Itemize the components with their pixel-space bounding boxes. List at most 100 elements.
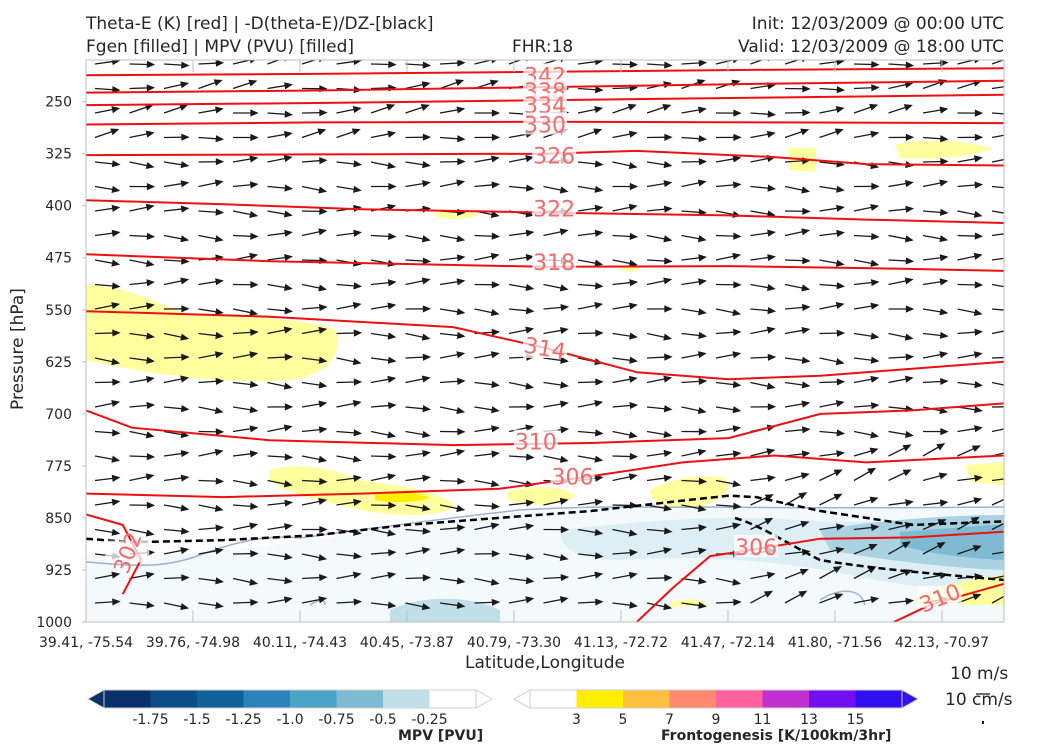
wind-arrow-head <box>112 598 121 606</box>
wind-arrow-head <box>663 277 673 285</box>
wind-arrow-head <box>214 547 224 555</box>
wind-arrow-head <box>525 229 535 237</box>
wind-arrow-head <box>1009 449 1016 454</box>
wind-arrow-head <box>733 133 742 141</box>
wind-arrow-head <box>353 598 363 606</box>
wind-arrow-head <box>664 133 673 141</box>
wind-arrow-head <box>353 498 362 506</box>
wind-arrow-head <box>733 502 742 510</box>
wind-arrow-head <box>422 353 432 361</box>
wind-arrow-head <box>319 207 328 215</box>
wind-arrow-head <box>1007 519 1014 524</box>
wind-arrow-head <box>421 333 431 341</box>
wind-arrow-head <box>180 161 190 169</box>
wind-arrow-head <box>180 375 190 383</box>
wind-arrow-head <box>766 130 776 138</box>
wind-arrow-head <box>732 522 742 530</box>
wind-arrow-head <box>387 302 397 310</box>
wind-arrow-head <box>491 232 501 240</box>
wind-arrow-head <box>525 283 535 291</box>
wind-arrow-head <box>388 182 397 191</box>
wind-arrow-head <box>697 235 707 243</box>
wind-arrow-head <box>457 477 466 485</box>
wind-arrow-head <box>213 79 223 87</box>
wind-arrow-head <box>215 208 225 216</box>
mpv-fill-surface <box>390 598 500 622</box>
wind-arrow-head <box>560 303 570 312</box>
wind-arrow-head <box>629 279 639 287</box>
wind-arrow-head <box>1009 384 1015 389</box>
theta-e-contour <box>86 402 1004 447</box>
wind-arrow-head <box>214 504 224 512</box>
fgen-fill-2 <box>508 487 575 505</box>
wind-arrow-head <box>318 455 328 463</box>
wind-arrow-head <box>594 528 604 536</box>
wind-arrow <box>991 522 1004 531</box>
wind-arrow-head <box>146 356 155 364</box>
mpv-colorbar-segment <box>383 690 430 708</box>
wind-arrow-head <box>974 328 984 336</box>
wind-arrow-head <box>456 524 466 532</box>
wind-arrow-head <box>836 329 846 337</box>
wind-arrow-head <box>250 550 259 558</box>
wind-arrow-head <box>766 284 776 292</box>
wind-arrow-head <box>146 183 156 191</box>
wind-arrow-head <box>972 593 982 601</box>
wind-arrow <box>957 60 977 65</box>
wind-arrow-head <box>663 235 673 243</box>
wind-arrow-head <box>559 400 569 408</box>
wind-arrow-head <box>766 326 776 334</box>
wind-arrow-head <box>146 601 155 609</box>
x-tick-label: 41.80, -71.56 <box>788 635 882 651</box>
wind-arrow-head <box>284 82 293 90</box>
wind-arrow-head <box>767 110 777 118</box>
wind-arrow-head <box>249 308 259 317</box>
wind-arrow-head <box>939 407 949 415</box>
wind-arrow-head <box>733 232 742 240</box>
wind-arrow-head <box>836 229 845 237</box>
wind-arrow-head <box>457 428 466 436</box>
wind-arrow-head <box>353 378 363 386</box>
fgen-colorbar-segment <box>809 690 856 708</box>
wind-arrow-head <box>594 282 604 290</box>
wind-arrow-head <box>491 109 501 117</box>
wind-arrow-head <box>974 281 984 289</box>
wind-arrow-head <box>526 403 535 411</box>
wind-arrow-head <box>836 185 845 193</box>
wind-arrow-head <box>732 578 742 586</box>
theta-e-label-bg <box>532 196 577 219</box>
wind-arrow-head <box>939 254 949 262</box>
wind-arrow-head <box>973 252 983 260</box>
stability-contour <box>86 494 1004 544</box>
wind-arrow-head <box>973 351 983 359</box>
wind-arrow-head <box>491 598 501 606</box>
wind-arrow-head <box>248 79 258 87</box>
wind-arrow-head <box>284 577 293 585</box>
theta-e-label: 306 <box>735 536 777 561</box>
wind-arrow-head <box>283 480 293 488</box>
wind-arrow-head <box>595 329 604 337</box>
wind-arrow-head <box>421 430 431 438</box>
wind-arrow-head <box>663 180 673 188</box>
wind-arrow-head <box>422 450 431 458</box>
wind-arrow-head <box>215 477 225 485</box>
wind-arrow-head <box>936 443 946 451</box>
wind-arrow-head <box>1010 255 1016 260</box>
wind-arrow-head <box>940 377 949 386</box>
x-tick-label: 40.11, -74.43 <box>253 635 347 651</box>
wind-arrow <box>991 595 1004 604</box>
wind-arrow-head <box>663 504 673 512</box>
wind-arrow-head <box>180 333 190 341</box>
wind-arrow-head <box>559 326 569 334</box>
wind-arrow-head <box>594 106 604 114</box>
theta-e-label-bg <box>532 249 577 272</box>
wind-arrow-head <box>594 399 604 407</box>
wind-arrow-head <box>421 375 431 383</box>
wind-arrow-head <box>663 430 673 438</box>
wind-arrow-head <box>802 257 811 265</box>
wind-arrow-head <box>112 378 121 386</box>
wind-arrow-head <box>627 103 637 111</box>
wind-arrow-head <box>698 601 707 609</box>
wind-arrow-head <box>215 135 225 143</box>
wind-arrow-head <box>352 455 362 463</box>
